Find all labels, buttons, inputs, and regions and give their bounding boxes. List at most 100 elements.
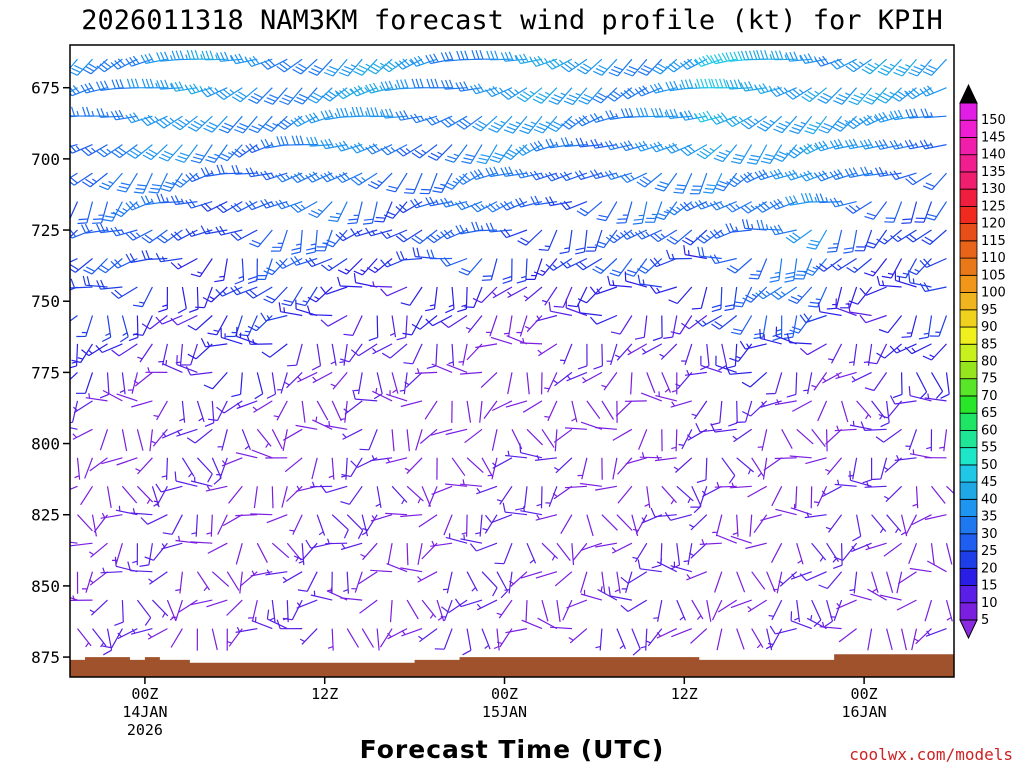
wind-barb xyxy=(804,115,828,135)
wind-barb xyxy=(89,457,108,472)
wind-barb xyxy=(741,219,767,231)
wind-barb xyxy=(620,599,648,613)
wind-barb xyxy=(686,571,708,581)
wind-barb xyxy=(70,427,78,430)
wind-barb xyxy=(609,258,633,277)
wind-barb xyxy=(80,82,108,94)
wind-barb xyxy=(282,429,288,452)
wind-barb xyxy=(904,343,932,355)
wind-barb xyxy=(757,429,768,451)
wind-barb xyxy=(544,372,558,393)
wind-barb xyxy=(732,286,753,308)
wind-barb xyxy=(395,58,423,70)
colorbar-box xyxy=(959,309,978,328)
wind-barb xyxy=(691,486,702,514)
wind-barb xyxy=(945,543,953,565)
x-tick-label: 00Z xyxy=(131,685,158,703)
wind-barb xyxy=(515,486,528,511)
wind-barb xyxy=(367,58,393,75)
wind-barb xyxy=(170,314,198,326)
wind-barb xyxy=(376,628,380,651)
wind-barb xyxy=(201,50,228,61)
wind-barb xyxy=(886,628,893,651)
wind-barb xyxy=(649,285,677,294)
wind-barb xyxy=(485,85,513,98)
wind-barb xyxy=(323,229,348,248)
wind-barb xyxy=(343,571,349,594)
wind-barb xyxy=(901,315,918,338)
wind-barb xyxy=(575,257,603,271)
wind-barb xyxy=(175,571,183,594)
wind-barb xyxy=(638,429,648,450)
wind-barb xyxy=(679,201,708,212)
wind-barb xyxy=(133,371,153,387)
wind-barb xyxy=(96,223,123,234)
wind-barb xyxy=(82,275,108,288)
wind-barb xyxy=(652,315,663,342)
wind-barb xyxy=(894,270,917,288)
wind-barb xyxy=(725,51,752,62)
wind-barb xyxy=(760,514,782,521)
wind-barb xyxy=(305,229,318,255)
wind-barb xyxy=(553,428,573,443)
wind-barb xyxy=(95,343,123,354)
wind-barb xyxy=(905,87,932,100)
wind-barb xyxy=(335,229,363,242)
wind-barb xyxy=(185,172,213,183)
wind-barb xyxy=(137,343,153,363)
wind-barb xyxy=(925,201,948,221)
wind-barb xyxy=(262,115,288,132)
wind-barb xyxy=(646,372,656,394)
wind-barb xyxy=(461,144,483,165)
wind-barb xyxy=(567,286,588,308)
wind-barb xyxy=(654,201,678,221)
wind-barb xyxy=(245,167,273,178)
wind-barb xyxy=(74,457,81,480)
wind-barb xyxy=(440,314,468,329)
wind-barb xyxy=(575,115,603,127)
wind-barb xyxy=(130,628,153,635)
wind-barb xyxy=(479,400,483,423)
wind-barb xyxy=(70,371,78,381)
wind-barb xyxy=(367,172,393,190)
wind-barb xyxy=(158,144,183,162)
wind-barb xyxy=(593,343,603,370)
wind-barb xyxy=(226,599,243,616)
wind-barb xyxy=(559,171,588,182)
wind-barb xyxy=(461,514,468,537)
wind-barb xyxy=(130,508,153,516)
wind-barb xyxy=(231,87,258,103)
wind-barb xyxy=(362,514,378,534)
wind-barb xyxy=(691,400,708,420)
wind-barb xyxy=(919,139,947,150)
wind-barb xyxy=(754,169,782,181)
wind-barb xyxy=(825,514,843,533)
wind-barb xyxy=(111,79,138,90)
wind-barb xyxy=(637,58,663,76)
wind-barb xyxy=(748,258,768,280)
colorbar-label: 110 xyxy=(981,251,1006,266)
wind-barb xyxy=(485,201,513,213)
wind-barb xyxy=(282,571,303,584)
wind-barb xyxy=(799,53,827,64)
wind-barb xyxy=(370,455,393,462)
wind-barb xyxy=(85,393,108,402)
wind-barb xyxy=(927,560,947,573)
wind-barb xyxy=(879,594,902,601)
y-tick-label: 875 xyxy=(31,648,60,667)
wind-barb xyxy=(228,485,243,504)
wind-barb xyxy=(406,543,409,566)
wind-barb xyxy=(380,286,408,297)
wind-barb xyxy=(385,512,408,516)
wind-barb xyxy=(826,286,843,310)
wind-barb xyxy=(305,112,333,124)
wind-barb xyxy=(695,229,723,244)
wind-barb xyxy=(545,257,573,271)
wind-barb xyxy=(829,138,857,150)
wind-barb xyxy=(500,51,528,62)
wind-barb xyxy=(158,343,168,366)
wind-barb xyxy=(337,258,363,275)
wind-barb xyxy=(350,228,378,237)
wind-barb xyxy=(96,144,123,158)
wind-barb xyxy=(312,371,333,384)
